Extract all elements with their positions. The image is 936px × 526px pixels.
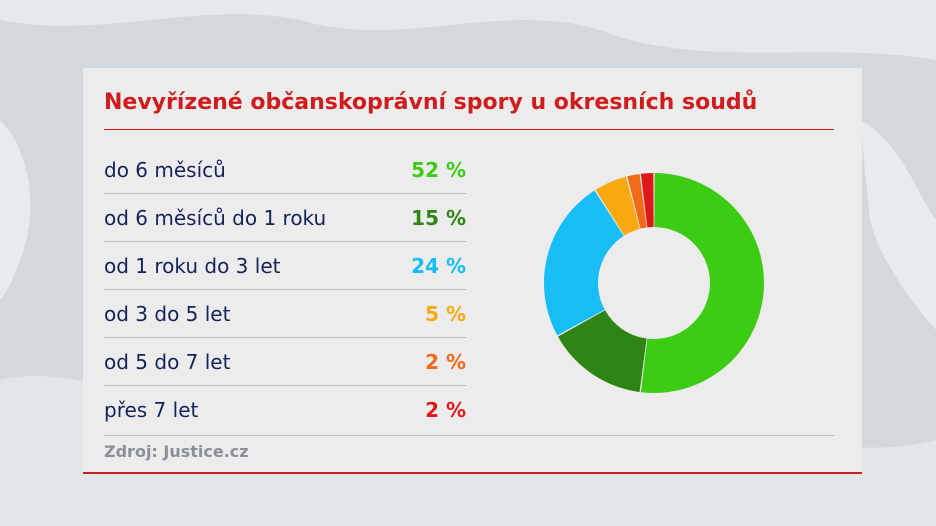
donut-slice	[595, 176, 640, 236]
footer-divider	[104, 435, 834, 436]
donut-slice	[557, 310, 647, 393]
chart-title: Nevyřízené občanskoprávní spory u okresn…	[104, 90, 758, 115]
donut-slice	[640, 173, 765, 393]
title-divider	[104, 129, 834, 130]
legend-row: od 6 měsíců do 1 roku 15 %	[104, 194, 466, 242]
legend-value: 5 %	[425, 302, 466, 326]
legend-row: do 6 měsíců 52 %	[104, 146, 466, 194]
legend-label: od 5 do 7 let	[104, 350, 231, 374]
legend-label: od 1 roku do 3 let	[104, 254, 281, 278]
legend-value: 2 %	[425, 350, 466, 374]
row-divider	[104, 193, 466, 194]
row-divider	[104, 241, 466, 242]
legend-value: 24 %	[411, 254, 466, 278]
row-divider	[104, 289, 466, 290]
legend-value: 15 %	[411, 206, 466, 230]
source-note: Zdroj: Justice.cz	[104, 442, 249, 461]
legend-value: 2 %	[425, 398, 466, 422]
chart-card: Nevyřízené občanskoprávní spory u okresn…	[83, 68, 862, 474]
row-divider	[104, 385, 466, 386]
donut-slice	[640, 173, 654, 228]
donut-slice	[627, 173, 647, 229]
legend-row: od 3 do 5 let 5 %	[104, 290, 466, 338]
legend-row: od 1 roku do 3 let 24 %	[104, 242, 466, 290]
legend-label: od 6 měsíců do 1 roku	[104, 206, 327, 230]
card-bottom-accent	[83, 472, 862, 474]
legend-label: do 6 měsíců	[104, 158, 226, 182]
row-divider	[104, 337, 466, 338]
legend-label: přes 7 let	[104, 398, 199, 422]
legend-value: 52 %	[411, 158, 466, 182]
donut-chart	[544, 173, 765, 393]
legend-row: přes 7 let 2 %	[104, 386, 466, 434]
donut-slice	[544, 190, 624, 336]
legend-label: od 3 do 5 let	[104, 302, 231, 326]
legend-row: od 5 do 7 let 2 %	[104, 338, 466, 386]
